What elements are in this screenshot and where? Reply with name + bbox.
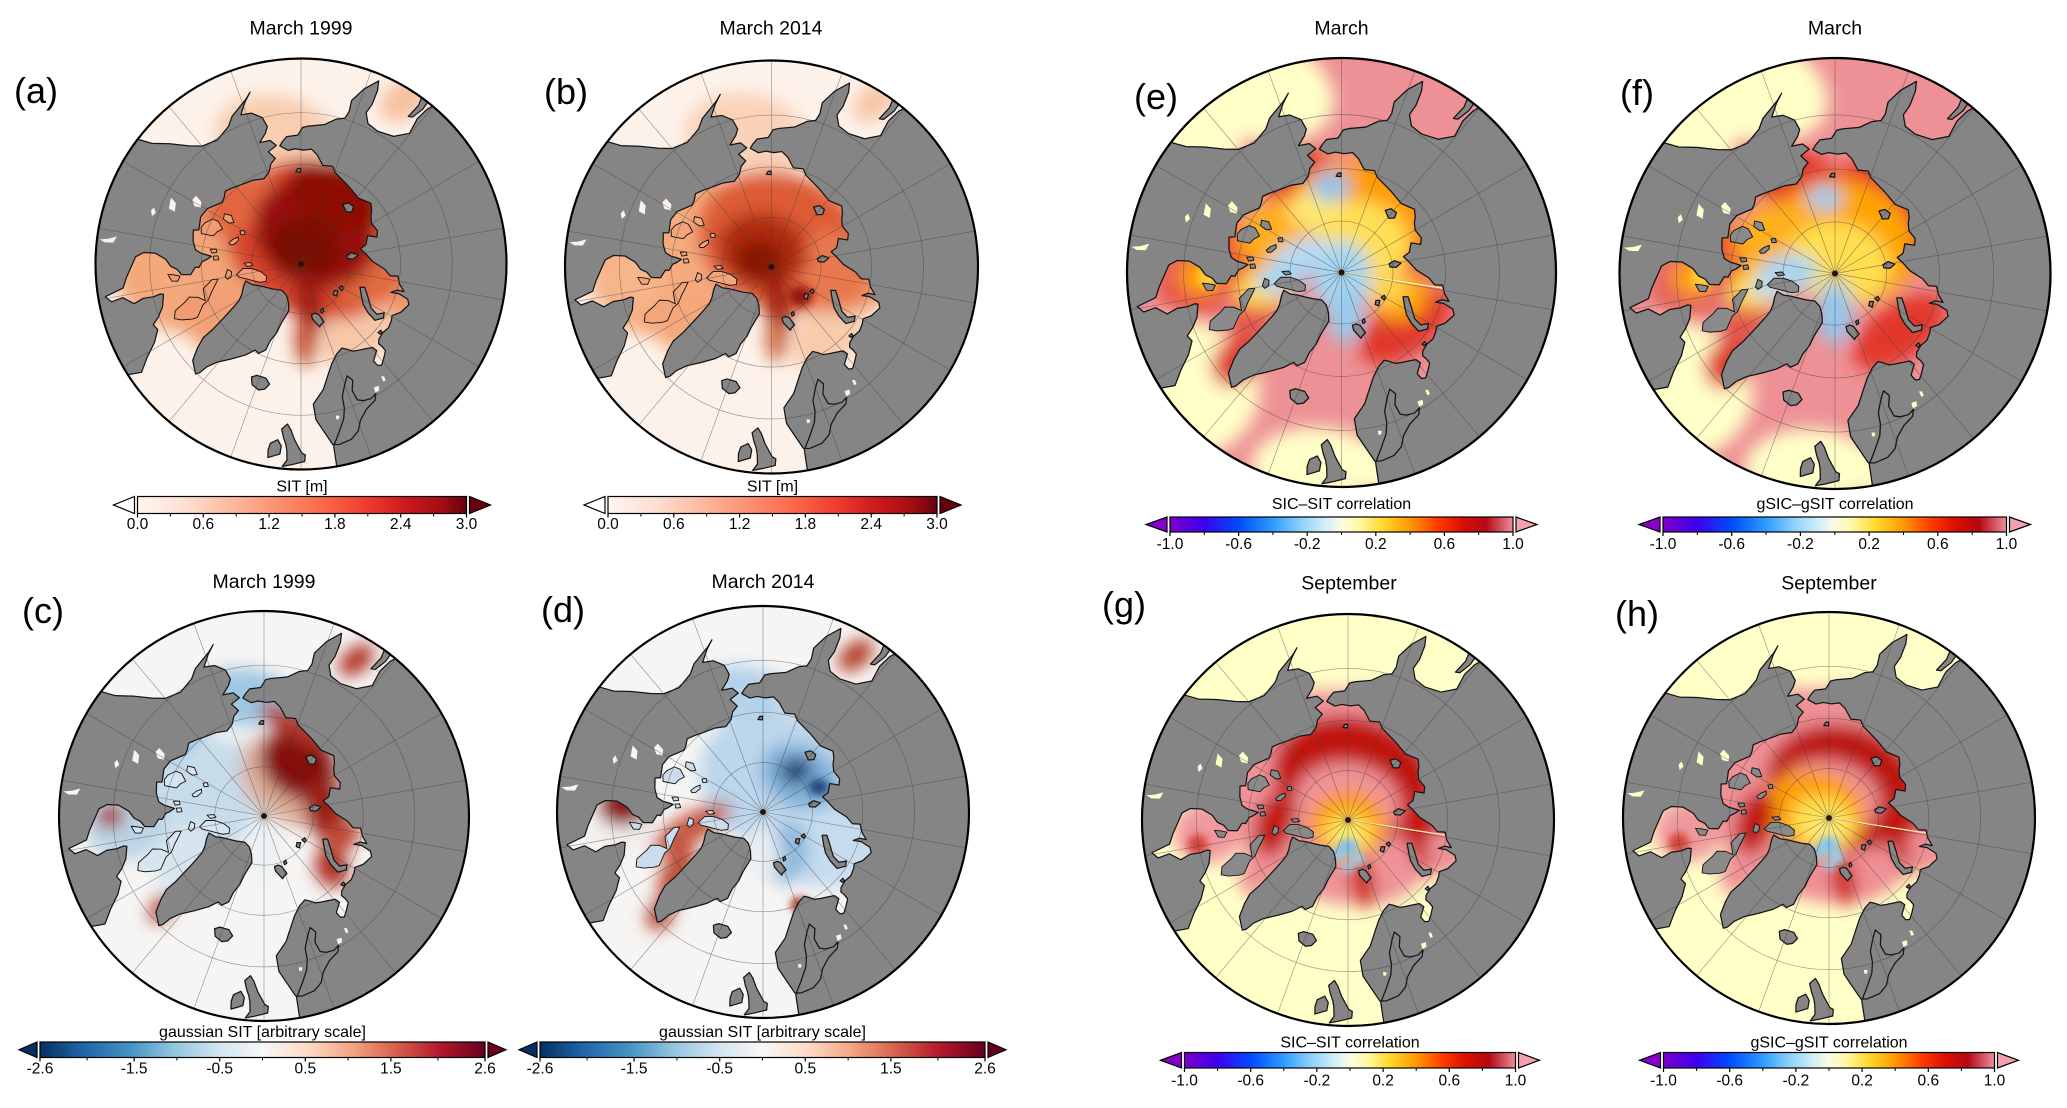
svg-text:1.0: 1.0 [1505,1073,1527,1090]
svg-text:0.6: 0.6 [1434,536,1456,553]
svg-text:-0.6: -0.6 [1225,536,1252,553]
svg-text:3.0: 3.0 [456,516,478,533]
svg-text:0.6: 0.6 [663,516,685,533]
svg-text:-0.6: -0.6 [1718,536,1745,553]
svg-text:(b): (b) [544,71,588,112]
svg-text:2.4: 2.4 [390,516,412,533]
svg-text:SIC–SIT correlation: SIC–SIT correlation [1280,1035,1419,1052]
svg-text:-0.6: -0.6 [1237,1073,1264,1090]
svg-text:(e): (e) [1134,76,1178,117]
svg-text:gSIC–gSIT correlation: gSIC–gSIT correlation [1756,496,1913,513]
svg-text:-1.0: -1.0 [1650,1073,1677,1090]
svg-text:-0.2: -0.2 [1294,536,1321,553]
svg-text:-0.5: -0.5 [206,1061,233,1078]
svg-text:1.5: 1.5 [380,1061,402,1078]
svg-text:(f): (f) [1620,72,1654,113]
svg-text:1.2: 1.2 [258,516,280,533]
svg-text:-2.6: -2.6 [27,1061,54,1078]
svg-text:0.2: 0.2 [1858,536,1880,553]
svg-text:1.8: 1.8 [324,516,346,533]
svg-text:-0.5: -0.5 [706,1061,733,1078]
svg-text:3.0: 3.0 [926,516,948,533]
svg-text:-0.2: -0.2 [1304,1073,1331,1090]
svg-text:2.6: 2.6 [474,1061,496,1078]
svg-text:1.2: 1.2 [729,516,751,533]
svg-text:0.0: 0.0 [597,516,619,533]
svg-text:0.5: 0.5 [795,1061,817,1078]
svg-text:March 2014: March 2014 [720,18,823,40]
svg-text:SIC–SIT correlation: SIC–SIT correlation [1272,496,1411,513]
svg-text:1.5: 1.5 [880,1061,902,1078]
svg-text:0.6: 0.6 [193,516,215,533]
svg-text:1.0: 1.0 [1996,536,2018,553]
svg-text:SIT [m]: SIT [m] [747,479,798,496]
svg-text:1.8: 1.8 [795,516,817,533]
svg-text:-2.6: -2.6 [527,1061,554,1078]
svg-text:(d): (d) [541,589,585,630]
svg-text:March 1999: March 1999 [250,18,353,40]
svg-text:0.6: 0.6 [1927,536,1949,553]
svg-text:0.2: 0.2 [1851,1073,1873,1090]
svg-text:gaussian SIT [arbitrary scale]: gaussian SIT [arbitrary scale] [659,1024,866,1041]
svg-text:gaussian SIT [arbitrary scale]: gaussian SIT [arbitrary scale] [159,1024,366,1041]
svg-text:-0.6: -0.6 [1716,1073,1743,1090]
svg-text:2.4: 2.4 [860,516,882,533]
svg-text:March 1999: March 1999 [213,571,316,593]
svg-text:1.0: 1.0 [1984,1073,2006,1090]
svg-text:March: March [1808,18,1862,40]
svg-text:-1.5: -1.5 [121,1061,148,1078]
svg-text:gSIC–gSIT correlation: gSIC–gSIT correlation [1750,1035,1907,1052]
svg-text:-0.2: -0.2 [1787,536,1814,553]
svg-text:-1.0: -1.0 [1650,536,1677,553]
svg-text:September: September [1781,573,1877,595]
svg-text:0.0: 0.0 [127,516,149,533]
svg-text:0.2: 0.2 [1372,1073,1394,1090]
svg-text:September: September [1301,573,1397,595]
svg-text:March 2014: March 2014 [712,571,815,593]
svg-text:-1.0: -1.0 [1171,1073,1198,1090]
svg-text:March: March [1314,18,1368,40]
svg-text:SIT [m]: SIT [m] [276,479,327,496]
svg-text:0.6: 0.6 [1918,1073,1940,1090]
svg-text:(c): (c) [22,590,64,631]
svg-text:1.0: 1.0 [1502,536,1524,553]
svg-text:0.2: 0.2 [1365,536,1387,553]
svg-text:0.6: 0.6 [1439,1073,1461,1090]
svg-text:-0.2: -0.2 [1783,1073,1810,1090]
svg-text:(a): (a) [14,70,58,111]
svg-text:(g): (g) [1102,584,1146,625]
svg-text:-1.5: -1.5 [621,1061,648,1078]
svg-text:(h): (h) [1615,593,1659,634]
svg-text:0.5: 0.5 [295,1061,317,1078]
svg-text:2.6: 2.6 [974,1061,996,1078]
svg-text:-1.0: -1.0 [1157,536,1184,553]
